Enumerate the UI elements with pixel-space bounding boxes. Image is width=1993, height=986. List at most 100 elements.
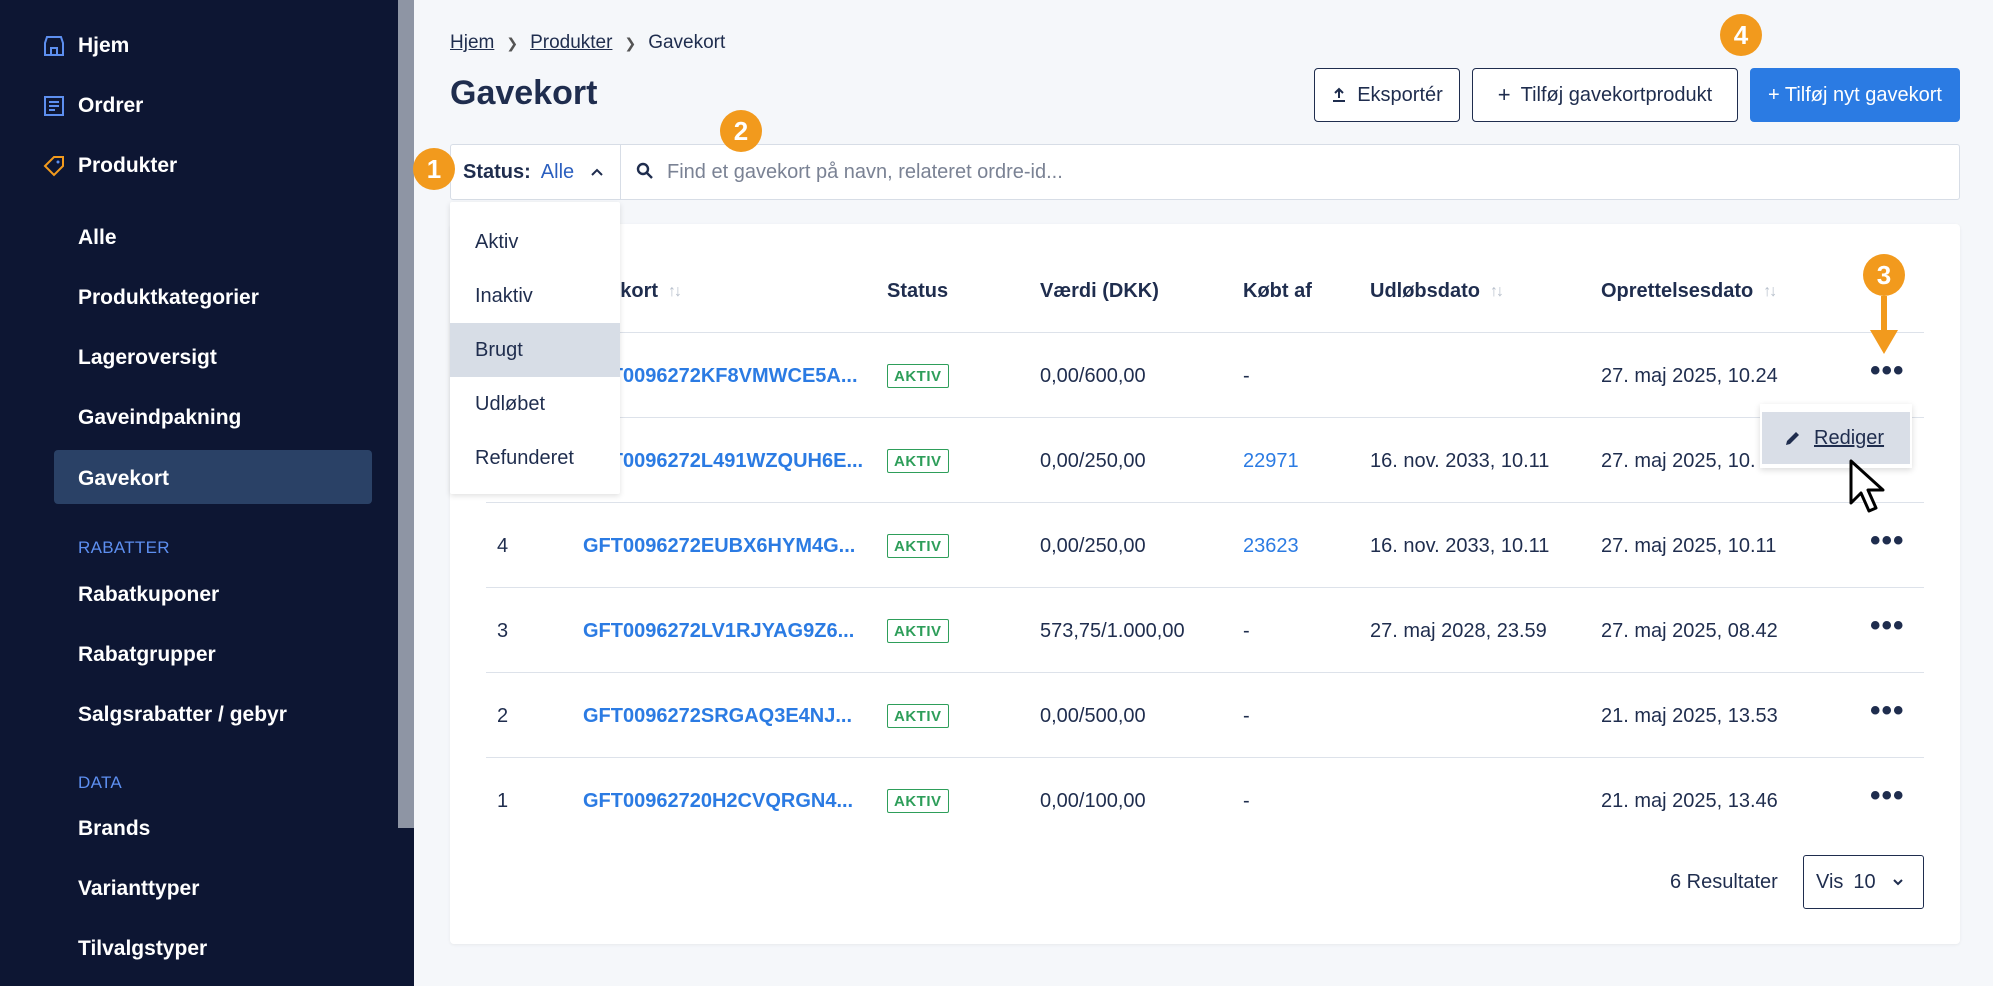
breadcrumb-produkter[interactable]: Produkter xyxy=(530,32,613,53)
mouse-cursor-icon xyxy=(1849,459,1885,513)
status-option-refunderet[interactable]: Refunderet xyxy=(475,446,574,469)
giftcard-code-link[interactable]: GFT0096272LV1RJYAG9Z6... xyxy=(583,620,855,642)
add-giftcard-product-button[interactable]: + Tilføj gavekortprodukt xyxy=(1472,68,1738,122)
sidebar-item-gaveindpakning[interactable]: Gaveindpakning xyxy=(78,406,242,429)
status-option-brugt[interactable]: Brugt xyxy=(450,323,620,377)
breadcrumb-hjem[interactable]: Hjem xyxy=(450,32,495,53)
search-icon xyxy=(636,162,653,179)
status-badge: AKTIV xyxy=(887,789,949,813)
bought-by-cell: - xyxy=(1243,620,1250,642)
sidebar-item-alle[interactable]: Alle xyxy=(78,226,117,249)
row-action-menu: Rediger xyxy=(1760,404,1912,468)
sidebar-item-produktkategorier[interactable]: Produktkategorier xyxy=(78,286,259,309)
sidebar: Hjem Ordrer Produkter Alle Produktkatego… xyxy=(0,0,414,986)
pencil-icon xyxy=(1786,432,1799,445)
row-divider xyxy=(486,332,1924,333)
expiry-cell: 27. maj 2028, 23.59 xyxy=(1370,620,1547,642)
status-option-inaktiv[interactable]: Inaktiv xyxy=(475,284,533,307)
sort-icon: ↑↓ xyxy=(1763,282,1777,300)
row-divider xyxy=(486,417,1924,418)
id-cell: 4 xyxy=(497,535,509,557)
status-filter-value: Alle xyxy=(540,160,575,183)
sidebar-item-rabatkuponer[interactable]: Rabatkuponer xyxy=(78,583,220,606)
export-label: Eksportér xyxy=(1357,83,1443,106)
id-cell: 3 xyxy=(497,620,509,642)
sidebar-item-tilvalgstyper[interactable]: Tilvalgstyper xyxy=(78,937,208,960)
sidebar-item-gavekort[interactable]: Gavekort xyxy=(78,467,170,490)
sort-icon: ↑↓ xyxy=(1490,282,1504,300)
row-divider xyxy=(486,757,1924,758)
list-icon xyxy=(44,96,64,116)
order-link[interactable]: 23623 xyxy=(1243,535,1299,557)
id-cell: 1 xyxy=(497,790,509,812)
value-cell: 0,00/100,00 xyxy=(1040,790,1146,812)
per-page-select[interactable]: Vis 10 xyxy=(1803,855,1924,909)
results-count: 6 Resultater xyxy=(1670,871,1778,893)
column-header-udloebsdato[interactable]: Udløbsdato ↑↓ xyxy=(1370,280,1504,303)
tag-icon xyxy=(43,156,64,177)
add-new-giftcard-button[interactable]: + Tilføj nyt gavekort xyxy=(1750,68,1960,122)
giftcard-code-link[interactable]: GFT0096272L491WZQUH6E... xyxy=(583,450,864,472)
sidebar-item-produkter[interactable]: Produkter xyxy=(78,154,178,177)
giftcard-code-link[interactable]: GFT0096272SRGAQ3E4NJ... xyxy=(583,705,853,727)
page-title: Gavekort xyxy=(450,74,598,112)
column-header-udloebsdato-label: Udløbsdato xyxy=(1370,280,1480,302)
sidebar-item-rabatgrupper[interactable]: Rabatgrupper xyxy=(78,643,216,666)
row-divider xyxy=(486,502,1924,503)
per-page-label: Vis xyxy=(1816,870,1844,893)
search-input[interactable] xyxy=(667,155,1867,189)
expiry-cell: 16. nov. 2033, 10.11 xyxy=(1370,535,1550,557)
status-filter-label: Status: xyxy=(463,160,531,183)
giftcard-code-link[interactable]: GFT0096272EUBX6HYM4G... xyxy=(583,535,856,557)
created-cell: 27. maj 2025, 10.11 xyxy=(1601,535,1777,557)
expiry-cell: 16. nov. 2033, 10.11 xyxy=(1370,450,1550,472)
annotation-marker-2: 2 xyxy=(720,110,762,152)
sidebar-section-data: DATA xyxy=(78,773,123,792)
created-cell: 27. maj 2025, 08.42 xyxy=(1601,620,1778,642)
sidebar-item-salgsrabatter[interactable]: Salgsrabatter / gebyr xyxy=(78,703,287,726)
bought-by-cell: - xyxy=(1243,705,1250,727)
giftcard-code-link[interactable]: GFT00962720H2CVQRGN4... xyxy=(583,790,854,812)
status-option-udloebet[interactable]: Udløbet xyxy=(475,392,546,415)
giftcard-code-link[interactable]: GFT0096272KF8VMWCE5A... xyxy=(583,365,858,387)
export-button[interactable]: Eksportér xyxy=(1314,68,1460,122)
column-header-oprettelsesdato-label: Oprettelsesdato xyxy=(1601,280,1754,302)
status-filter-select[interactable]: Status: Alle xyxy=(451,145,621,199)
column-header-oprettelsesdato[interactable]: Oprettelsesdato ↑↓ xyxy=(1601,280,1777,303)
column-header-koebt-af: Købt af xyxy=(1243,280,1312,302)
row-divider xyxy=(486,672,1924,673)
annotation-marker-4: 4 xyxy=(1720,14,1762,56)
bought-by-cell: - xyxy=(1243,790,1250,812)
plus-icon: + xyxy=(1497,82,1511,107)
more-horizontal-icon[interactable]: ••• xyxy=(1870,354,1905,387)
arrow-down-icon xyxy=(1870,296,1898,354)
status-badge: AKTIV xyxy=(887,534,949,558)
value-cell: 0,00/500,00 xyxy=(1040,705,1146,727)
more-horizontal-icon[interactable]: ••• xyxy=(1870,779,1905,812)
sort-icon: ↑↓ xyxy=(668,282,682,300)
column-header-status: Status xyxy=(887,280,949,302)
sidebar-item-brands[interactable]: Brands xyxy=(78,817,151,840)
chevron-down-icon xyxy=(1892,879,1903,886)
more-horizontal-icon[interactable]: ••• xyxy=(1870,524,1905,557)
row-divider xyxy=(486,587,1924,588)
value-cell: 0,00/250,00 xyxy=(1040,450,1146,472)
edit-menu-item[interactable]: Rediger xyxy=(1762,412,1910,464)
sidebar-item-ordrer[interactable]: Ordrer xyxy=(78,94,144,117)
edit-label: Rediger xyxy=(1814,426,1885,449)
sidebar-item-varianttyper[interactable]: Varianttyper xyxy=(78,877,200,900)
value-cell: 0,00/600,00 xyxy=(1040,365,1146,387)
sidebar-item-lageroversigt[interactable]: Lageroversigt xyxy=(78,346,217,369)
created-cell: 27. maj 2025, 10.24 xyxy=(1601,365,1778,387)
more-horizontal-icon[interactable]: ••• xyxy=(1870,694,1905,727)
more-horizontal-icon[interactable]: ••• xyxy=(1870,609,1905,642)
breadcrumb: Hjem ❯ Produkter ❯ Gavekort xyxy=(450,32,725,54)
order-link[interactable]: 22971 xyxy=(1243,450,1299,472)
breadcrumb-gavekort: Gavekort xyxy=(648,32,726,53)
sidebar-section-rabatter: RABATTER xyxy=(78,538,170,557)
status-option-aktiv[interactable]: Aktiv xyxy=(475,230,519,253)
store-icon xyxy=(44,36,64,56)
sidebar-item-hjem[interactable]: Hjem xyxy=(78,34,130,57)
status-badge: AKTIV xyxy=(887,364,949,388)
sidebar-scrollbar[interactable] xyxy=(398,0,414,828)
